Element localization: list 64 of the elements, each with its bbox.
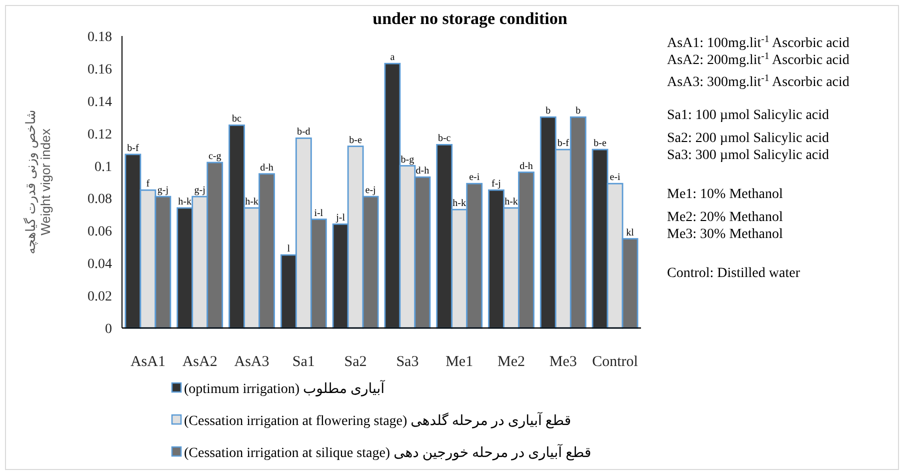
legend-label: قطع آبیاری در مرحله خورجین دهی (Cessation irrigation at silique stage): [184, 443, 592, 461]
text: Sa2: 200 µmol Salicylic acid: [667, 131, 830, 146]
data-label: e-i: [469, 172, 480, 184]
text: AsA2: 200mg.lit$^{-1}$ Ascorbic acid: [667, 50, 850, 68]
data-label: c-g: [208, 151, 222, 162]
x-tick-label: Sa2: [344, 354, 367, 370]
data-label: d-h: [416, 166, 430, 177]
y-tick-label: 0: [105, 322, 112, 337]
y-tick-label: 0.16: [88, 62, 112, 78]
data-label: l: [287, 244, 290, 254]
data-label: h-k: [245, 196, 258, 208]
x-tick-label: AsA3: [234, 354, 270, 370]
y-tick-label: 0.02: [88, 290, 112, 305]
legend-label: قطع آبیاری در مرحله گلدهی (Cessation irrigation at flowering stage): [184, 411, 572, 429]
x-tick-label: AsA2: [182, 354, 218, 370]
text: Me1: 10% Methanol: [667, 187, 783, 202]
legend-label: آبیاری مطلوب (optimum irrigation): [184, 379, 386, 397]
data-label: g-j: [194, 185, 206, 196]
data-label: e-j: [365, 185, 376, 196]
text: AsA1: 100mg.lit$^{-1}$ Ascorbic acid: [667, 34, 850, 51]
y-tick-label: 0.18: [88, 30, 112, 45]
x-tick-label: AsA1: [130, 354, 166, 370]
data-label: h-k: [504, 196, 518, 208]
data-label: e-i: [610, 172, 621, 184]
text: AsA3: 300mg.lit$^{-1}$ Ascorbic acid: [667, 72, 850, 90]
data-label: h-k: [178, 196, 192, 208]
x-tick-label: Control: [592, 354, 638, 370]
data-label: b-f: [127, 142, 140, 154]
data-label: d-h: [260, 162, 274, 174]
data-label: b-g: [400, 154, 414, 166]
data-label: i-l: [314, 208, 324, 219]
x-tick-label: Sa1: [292, 354, 315, 370]
data-label: h-k: [452, 198, 466, 210]
y-tick-label: 0.04: [88, 257, 112, 272]
text: Sa1: 100 µmol Salicylic acid: [667, 108, 830, 123]
data-label: d-h: [520, 160, 533, 172]
y-tick-label: 0.14: [88, 94, 112, 110]
data-label: b-d: [296, 126, 310, 138]
data-label: b: [576, 106, 581, 117]
x-tick-label: Me1: [446, 354, 474, 370]
y-tick-label: 0.08: [88, 192, 112, 208]
data-label: b: [546, 106, 551, 117]
text: Control: Distilled water: [667, 266, 800, 281]
text: Me3: 30% Methanol: [667, 227, 783, 242]
data-label: f-j: [492, 178, 501, 190]
x-tick-label: Sa3: [396, 354, 419, 370]
x-tick-label: Me2: [498, 354, 525, 370]
data-label: g-j: [157, 185, 169, 196]
data-label: f: [146, 178, 150, 190]
data-label: b-f: [557, 138, 570, 150]
data-label: b-e: [594, 138, 607, 150]
text: Sa3: 300 µmol Salicylic acid: [667, 148, 830, 163]
data-label: bc: [232, 114, 242, 125]
y-tick-label: 0.1: [94, 160, 112, 175]
x-tick-label: Me3: [549, 354, 577, 370]
data-label: b-c: [438, 133, 452, 144]
data-label: b-e: [349, 134, 362, 146]
text: Me2: 20% Methanol: [667, 210, 783, 225]
data-label: kl: [626, 227, 634, 238]
data-label: a: [390, 52, 396, 64]
y-tick-label: 0.12: [88, 127, 112, 142]
data-label: j-l: [335, 212, 346, 224]
y-tick-label: 0.06: [88, 224, 112, 240]
chart-title: under no storage condition: [372, 9, 568, 28]
